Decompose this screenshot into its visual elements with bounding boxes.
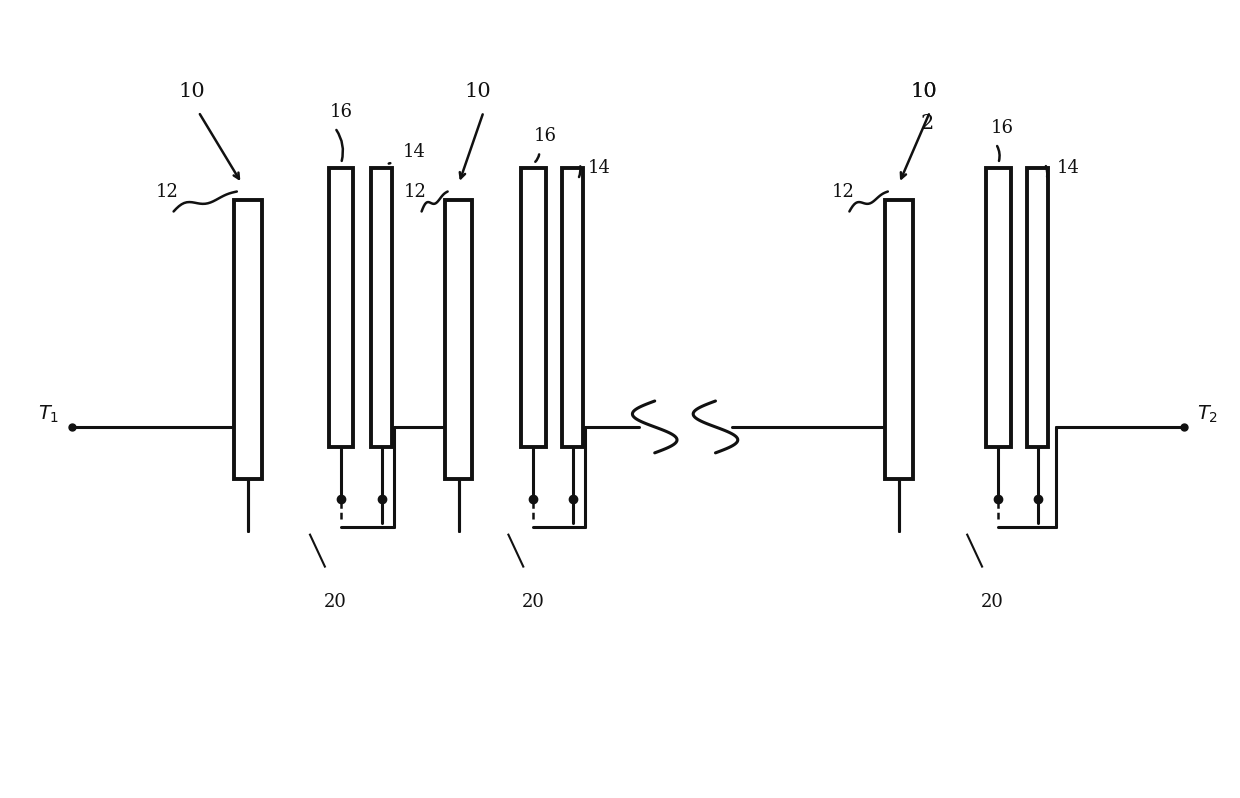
Bar [234,200,262,479]
Bar [986,168,1011,447]
Text: 12: 12 [404,183,427,200]
Text: 12: 12 [832,183,854,200]
Text: $T_2$: $T_2$ [1197,403,1218,425]
Bar [445,200,472,479]
Text: 20: 20 [522,594,544,611]
Bar [329,168,353,447]
Text: 12: 12 [156,183,179,200]
Text: 14: 14 [1056,159,1079,176]
Text: 10: 10 [910,82,937,101]
Bar [521,168,546,447]
Text: 14: 14 [588,159,610,176]
Text: 16: 16 [991,119,1013,136]
Bar [372,168,392,447]
Text: 10: 10 [910,82,937,101]
Text: 16: 16 [330,103,352,120]
Text: 14: 14 [403,143,425,160]
Bar [563,168,584,447]
Text: 2: 2 [921,114,934,133]
Bar [885,200,913,479]
Text: 20: 20 [981,594,1003,611]
Bar [1027,168,1048,447]
Text: 16: 16 [534,127,557,144]
Text: 10: 10 [179,82,206,101]
Text: $T_1$: $T_1$ [38,403,60,425]
Text: 20: 20 [324,594,346,611]
Text: 10: 10 [464,82,491,101]
